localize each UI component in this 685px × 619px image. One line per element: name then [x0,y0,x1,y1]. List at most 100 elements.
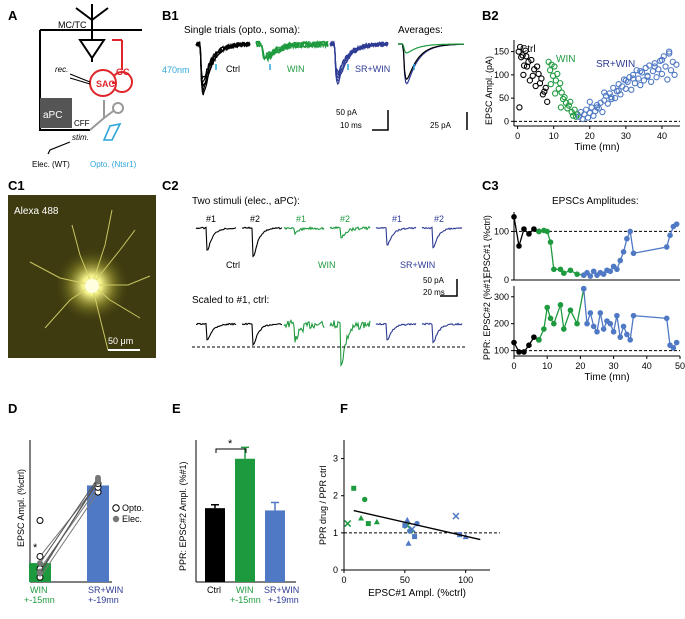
opto-fiber [102,122,122,141]
b2-point [610,84,617,92]
c3-bottom-point [544,304,550,311]
b2-point [583,106,590,113]
f-point [361,496,368,503]
mctc-label: MC/TC [58,20,87,30]
d-cat-win: WIN [30,585,48,595]
rec-label: rec. [55,65,68,74]
c3-bottom-point [536,337,542,343]
b2-point [651,60,658,67]
c3-bottom-point [531,334,537,340]
c3-top-point [663,244,670,250]
e-cat-ctrl: Ctrl [207,585,221,595]
c2-win-trace [329,225,371,239]
d-elec-point [37,570,43,577]
d-legend-opto-marker [112,504,120,512]
b2-point [551,63,558,70]
c3-top-y-tick-label: 100 [494,226,509,236]
c3-top-point [557,266,564,273]
c3-bottom-point [627,337,633,343]
c3-bottom-point [584,320,590,327]
b2-ctrl-label: Ctrl [520,44,536,55]
panel-label-e: E [172,401,181,416]
c3-bottom-x-tick-label: 40 [642,361,652,371]
b1-scalebar [372,110,389,131]
b2-point [593,104,601,111]
b2-point [671,71,678,79]
cff-label: CFF [74,119,90,128]
f-point [412,534,418,540]
b2-point [532,82,539,90]
b1-scale-pa: 50 pA [336,108,358,117]
c3-top-point [624,235,630,242]
f-point [373,518,380,525]
b2-point [565,102,573,109]
c3-bottom-point [597,310,604,316]
b2-point [667,67,675,74]
panel-label-f: F [340,401,348,416]
b1-srwin-label: SR+WIN [355,64,390,74]
c3-bottom-point [547,315,554,322]
c3-bottom-y-tick-label: 100 [494,346,509,356]
b2-point [669,58,676,65]
c3-bottom-point [617,334,624,340]
d-legend-elec-marker [112,515,120,523]
f-point [405,540,412,546]
c2-s1-srwin: #1 [392,214,402,224]
c2-title-top: Two stimuli (elec., aPC): [192,196,300,207]
b2-point [653,74,660,81]
b2-point [541,88,548,95]
b2-win-label: WIN [556,54,575,65]
b2-point [544,98,551,105]
c3-bottom-point [557,302,564,308]
c3-bottom-point [594,328,600,335]
b1-scale-ms: 10 ms [340,121,362,130]
b2-point [604,100,611,107]
f-x-tick-label: 100 [458,575,473,585]
c3-top-point [627,228,633,235]
b2-point [586,98,593,105]
c3-title: EPSCs Amplitudes: [552,196,639,207]
c3-bottom-point [541,326,547,332]
c3-top-point [526,231,532,237]
apc-box [40,98,72,128]
c1-soma [85,279,99,293]
b2-x-tick-label: 20 [585,131,595,141]
c3-top-y-tick-label: 0 [504,275,509,285]
c3-top-point [516,243,522,249]
d-pair-line [39,487,99,570]
d-legend-opto: Opto. [122,503,144,513]
e-star: * [228,438,233,450]
c2-srwin-trace [421,226,463,249]
b2-point [640,77,648,84]
c2-ctrl-scaled-trace [241,322,283,347]
e-bar [265,510,285,582]
panel-label-c2: C2 [162,178,179,193]
c3-bottom-point [670,345,677,351]
gc-cell [89,39,133,97]
b1-avg-win-trace [398,43,464,54]
f-point [408,525,416,533]
rec-electrode [69,73,91,85]
b2-point [558,89,565,96]
f-point [404,516,411,523]
c2-srwin-label: SR+WIN [400,260,435,270]
b2-point [658,70,666,78]
c1-dendrites [29,209,151,351]
c3-bottom-point [590,323,597,330]
d-star: * [33,542,38,554]
sac-label: SAC [96,79,116,89]
c2-ctrl-label: Ctrl [226,260,240,270]
d-cat-srwin: SR+WIN [88,585,123,595]
b2-point [637,67,644,75]
b1-ctrl-label: Ctrl [226,64,240,74]
b1-ctrl-trace [195,41,251,85]
b2-point [615,87,622,94]
b2-point [655,66,662,73]
c3-bottom-x-tick-label: 20 [575,361,585,371]
panel-label-c1: C1 [8,178,25,193]
c3-top-point [614,266,620,273]
panel-label-c3: C3 [482,178,499,193]
c2-s2-win: #2 [340,214,350,224]
c3-top-point [620,249,627,255]
